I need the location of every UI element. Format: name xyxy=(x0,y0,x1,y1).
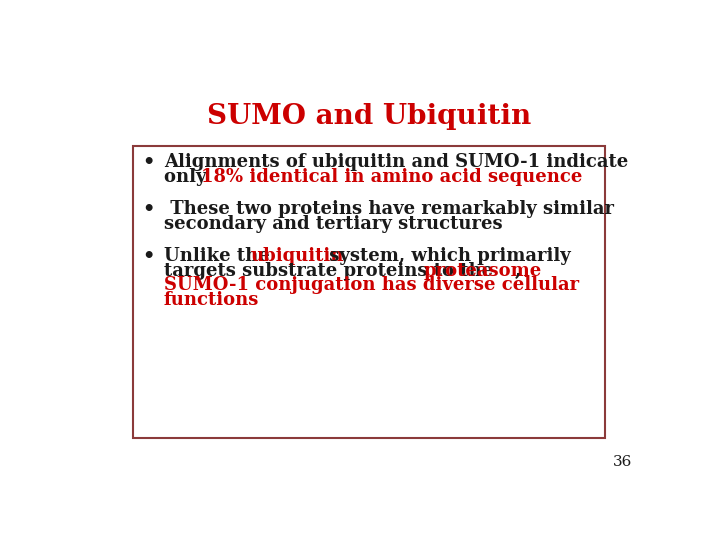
Text: Alignments of ubiquitin and SUMO-1 indicate: Alignments of ubiquitin and SUMO-1 indic… xyxy=(163,153,628,171)
Text: SUMO-1 conjugation has diverse cellular: SUMO-1 conjugation has diverse cellular xyxy=(163,276,579,294)
Text: targets substrate proteins to the: targets substrate proteins to the xyxy=(163,261,499,280)
Text: ,: , xyxy=(516,261,521,280)
Text: ubiquitin: ubiquitin xyxy=(251,247,344,265)
Text: •: • xyxy=(143,153,155,171)
Text: •: • xyxy=(143,200,155,218)
Text: SUMO and Ubiquitin: SUMO and Ubiquitin xyxy=(207,103,531,130)
Text: 18% identical in amino acid sequence: 18% identical in amino acid sequence xyxy=(202,168,582,186)
Text: These two proteins have remarkably similar: These two proteins have remarkably simil… xyxy=(163,200,613,218)
Text: proteasome: proteasome xyxy=(423,261,541,280)
Text: secondary and tertiary structures: secondary and tertiary structures xyxy=(163,215,503,233)
Text: system, which primarily: system, which primarily xyxy=(323,247,570,265)
Text: functions: functions xyxy=(163,291,259,309)
Text: Unlike the: Unlike the xyxy=(163,247,276,265)
Text: 36: 36 xyxy=(613,455,632,469)
FancyBboxPatch shape xyxy=(132,146,606,438)
Text: only: only xyxy=(163,168,212,186)
Text: •: • xyxy=(143,247,155,265)
